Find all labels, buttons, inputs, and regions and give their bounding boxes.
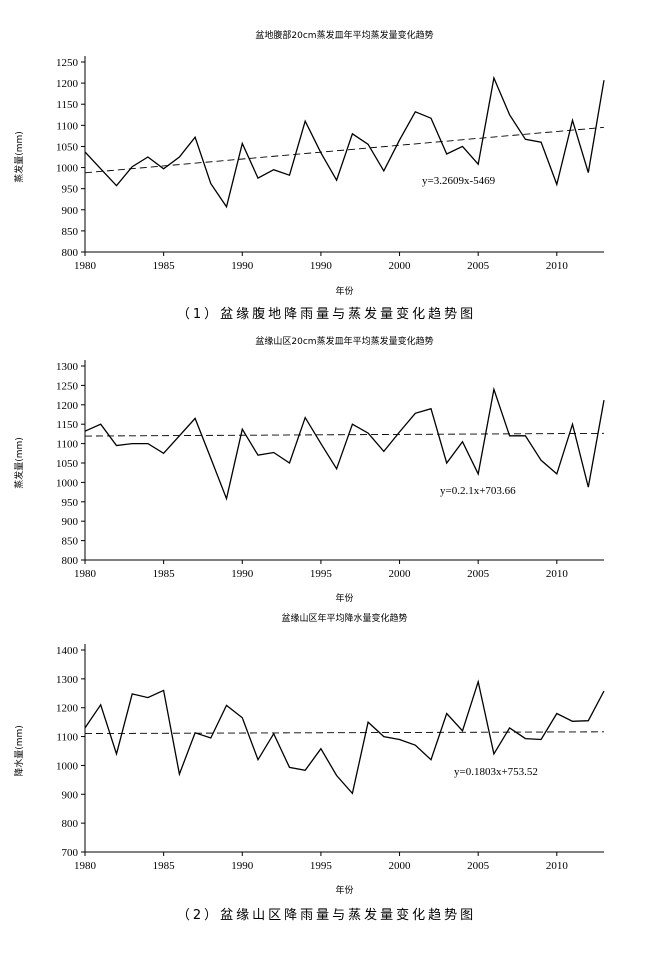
- x-tick-label: 2000: [389, 860, 412, 872]
- y-axis-label: 蒸发量(mm): [13, 131, 25, 183]
- y-tick-label: 1000: [56, 760, 79, 772]
- trend-equation: y=0.2.1x+703.66: [440, 485, 516, 497]
- y-tick-label: 1000: [56, 163, 79, 175]
- chart-title: 盆地腹部20cm蒸发皿年平均蒸发量变化趋势: [255, 29, 433, 41]
- y-tick-label: 1200: [56, 703, 79, 715]
- chart-3: 盆缘山区年平均降水量变化趋势 700 800 900 1000 1100 1200 1300 1…: [13, 612, 605, 896]
- y-tick-label: 800: [62, 818, 79, 830]
- y-tick-label: 1150: [56, 99, 78, 111]
- x-tick-label: 1980: [74, 260, 97, 272]
- trend-equation: y=0.1803x+753.52: [454, 766, 538, 778]
- x-tick-label: 1980: [74, 568, 97, 580]
- x-tick-label: 2005: [467, 860, 490, 872]
- y-tick-label: 900: [62, 789, 79, 801]
- chart-2: 盆缘山区20cm蒸发皿年平均蒸发量变化趋势 800 850 900 950 1000 105…: [13, 335, 605, 604]
- trendline: [84, 731, 605, 734]
- y-tick-label: 850: [62, 226, 79, 238]
- y-axis-label: 降水量(mm): [13, 725, 25, 777]
- y-tick-label: 1100: [56, 120, 78, 132]
- y-tick-label: 950: [62, 497, 79, 509]
- series-line: [84, 679, 605, 795]
- y-tick-label: 1200: [56, 400, 79, 412]
- x-tick-label: 1980: [74, 860, 97, 872]
- y-tick-label: 1250: [56, 380, 79, 392]
- x-axis-label: 年份: [335, 884, 353, 896]
- y-tick-label: 800: [62, 555, 79, 567]
- chart-title: 盆缘山区20cm蒸发皿年平均蒸发量变化趋势: [255, 335, 433, 347]
- y-tick-label: 1200: [56, 78, 79, 90]
- x-tick-label: 1990: [231, 860, 254, 872]
- y-tick-label: 700: [62, 847, 79, 859]
- trendline: [84, 432, 605, 437]
- series-line: [84, 75, 605, 209]
- x-axis-label: 年份: [335, 285, 353, 297]
- caption-part-2: （2）盆缘山区降雨量与蒸发量变化趋势图: [176, 908, 477, 923]
- y-tick-label: 1150: [56, 419, 78, 431]
- x-tick-label: 2005: [467, 260, 490, 272]
- y-tick-label: 1050: [56, 141, 79, 153]
- x-tick-label: 1985: [153, 260, 176, 272]
- x-axis-label: 年份: [335, 592, 353, 604]
- chart-1: 盆地腹部20cm蒸发皿年平均蒸发量变化趋势 800 850 900 950 1000 105…: [13, 29, 605, 297]
- y-tick-label: 1250: [56, 57, 79, 69]
- x-tick-label: 1995: [310, 568, 333, 580]
- series-line: [84, 386, 605, 501]
- y-tick-label: 1050: [56, 458, 79, 470]
- x-tick-label: 1995: [310, 860, 333, 872]
- y-tick-label: 1000: [56, 477, 79, 489]
- y-tick-label: 1300: [56, 361, 79, 373]
- trend-equation: y=3.2609x-5469: [422, 175, 496, 187]
- x-tick-label: 2000: [389, 568, 412, 580]
- x-tick-label: 1985: [153, 568, 176, 580]
- trendline: [84, 126, 605, 174]
- chart-title: 盆缘山区年平均降水量变化趋势: [281, 612, 407, 624]
- x-tick-label: 2010: [546, 568, 569, 580]
- y-tick-label: 900: [62, 205, 79, 217]
- y-tick-label: 1100: [56, 732, 78, 744]
- x-tick-label: 2005: [467, 568, 490, 580]
- y-tick-label: 850: [62, 536, 79, 548]
- x-tick-label: 2000: [389, 260, 412, 272]
- x-tick-label: 2010: [546, 260, 569, 272]
- y-tick-label: 1300: [56, 674, 79, 686]
- caption-part-1: （1）盆缘腹地降雨量与蒸发量变化趋势图: [176, 307, 477, 322]
- x-tick-label: 1990: [310, 260, 333, 272]
- y-tick-label: 1400: [56, 645, 79, 657]
- x-tick-label: 1985: [153, 860, 176, 872]
- y-axis-label: 蒸发量(mm): [13, 437, 25, 489]
- x-tick-label: 1990: [231, 260, 254, 272]
- x-tick-label: 1990: [231, 568, 254, 580]
- y-tick-label: 950: [62, 184, 79, 196]
- y-tick-label: 900: [62, 516, 79, 528]
- y-tick-label: 800: [62, 247, 79, 259]
- y-tick-label: 1100: [56, 439, 78, 451]
- x-tick-label: 2010: [546, 860, 569, 872]
